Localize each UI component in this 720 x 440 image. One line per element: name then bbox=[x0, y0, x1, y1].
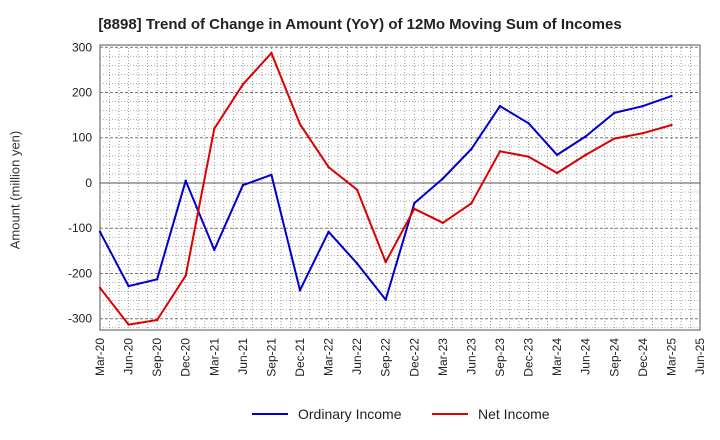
data-point-net-income bbox=[327, 165, 330, 169]
x-tick-label: Mar-23 bbox=[436, 338, 450, 376]
data-point-ordinary-income bbox=[470, 147, 473, 151]
data-point-net-income bbox=[127, 323, 130, 326]
data-point-net-income bbox=[584, 153, 587, 157]
y-tick-label: 100 bbox=[72, 131, 92, 145]
plot-frame bbox=[99, 44, 701, 331]
data-point-net-income bbox=[241, 83, 245, 86]
data-point-net-income bbox=[670, 123, 673, 127]
x-tick-label: Dec-22 bbox=[407, 338, 421, 377]
data-point-ordinary-income bbox=[670, 94, 673, 98]
data-point-net-income bbox=[155, 318, 159, 322]
data-point-ordinary-income bbox=[241, 184, 245, 187]
data-point-net-income bbox=[641, 132, 645, 135]
data-point-ordinary-income bbox=[155, 278, 159, 281]
x-tick-label: Mar-24 bbox=[550, 338, 564, 376]
x-tick-label: Jun-22 bbox=[350, 338, 364, 375]
legend-swatch-net-income bbox=[432, 413, 468, 415]
y-tick-label: -200 bbox=[68, 266, 92, 280]
y-tick-label: 300 bbox=[72, 40, 92, 54]
x-tick-label: Dec-20 bbox=[179, 338, 193, 377]
data-point-net-income bbox=[613, 137, 616, 140]
x-tick-label: Jun-24 bbox=[579, 338, 593, 375]
x-tick-label: Dec-23 bbox=[522, 338, 536, 377]
x-tick-label: Jun-20 bbox=[122, 338, 136, 375]
x-tick-label: Jun-25 bbox=[693, 338, 707, 375]
data-point-ordinary-income bbox=[641, 104, 645, 108]
data-point-net-income bbox=[270, 51, 273, 55]
y-tick-label: -300 bbox=[68, 312, 92, 326]
data-point-ordinary-income bbox=[327, 230, 330, 234]
data-point-net-income bbox=[555, 171, 559, 175]
x-tick-label: Sep-22 bbox=[379, 338, 393, 377]
data-point-net-income bbox=[98, 286, 102, 290]
data-point-net-income bbox=[413, 207, 416, 210]
legend-label-ordinary-income: Ordinary Income bbox=[298, 406, 402, 422]
data-point-net-income bbox=[355, 188, 359, 191]
data-point-net-income bbox=[384, 260, 387, 264]
data-point-net-income bbox=[213, 127, 216, 130]
x-tick-label: Dec-24 bbox=[636, 338, 650, 377]
y-tick-label: 0 bbox=[85, 176, 92, 190]
chart-title: [8898] Trend of Change in Amount (YoY) o… bbox=[98, 16, 622, 33]
data-point-net-income bbox=[470, 202, 473, 205]
x-tick-label: Sep-23 bbox=[493, 338, 507, 377]
legend-item-net-income: Net Income bbox=[432, 406, 550, 422]
data-point-ordinary-income bbox=[613, 111, 616, 115]
x-tick-label: Mar-21 bbox=[207, 338, 221, 376]
data-point-net-income bbox=[527, 155, 530, 158]
legend-item-ordinary-income: Ordinary Income bbox=[252, 406, 401, 422]
legend-label-net-income: Net Income bbox=[478, 406, 550, 422]
x-tick-label: Mar-20 bbox=[93, 338, 107, 376]
data-point-ordinary-income bbox=[184, 179, 187, 182]
data-point-ordinary-income bbox=[527, 122, 530, 125]
data-point-ordinary-income bbox=[270, 173, 273, 177]
data-point-ordinary-income bbox=[384, 298, 387, 301]
data-point-ordinary-income bbox=[127, 284, 130, 288]
x-tick-label: Jun-21 bbox=[236, 338, 250, 375]
data-point-ordinary-income bbox=[441, 177, 445, 180]
x-tick-label: Mar-22 bbox=[322, 338, 336, 376]
x-tick-label: Jun-23 bbox=[464, 338, 478, 375]
x-tick-label: Sep-20 bbox=[150, 338, 164, 377]
data-point-ordinary-income bbox=[498, 104, 502, 108]
x-tick-label: Mar-25 bbox=[664, 338, 678, 376]
legend-swatch-ordinary-income bbox=[252, 413, 288, 415]
x-tick-label: Dec-21 bbox=[293, 338, 307, 377]
data-point-net-income bbox=[441, 221, 445, 224]
data-point-ordinary-income bbox=[413, 202, 416, 205]
data-point-ordinary-income bbox=[355, 262, 359, 265]
data-point-net-income bbox=[184, 274, 187, 277]
y-tick-label: -100 bbox=[68, 221, 92, 235]
data-point-ordinary-income bbox=[584, 135, 587, 138]
data-point-ordinary-income bbox=[555, 153, 559, 157]
x-tick-label: Sep-24 bbox=[607, 338, 621, 377]
data-point-ordinary-income bbox=[98, 230, 102, 234]
data-point-net-income bbox=[298, 122, 302, 126]
data-point-ordinary-income bbox=[298, 288, 302, 292]
data-point-ordinary-income bbox=[213, 248, 216, 252]
y-tick-label: 200 bbox=[72, 86, 92, 100]
x-tick-label: Sep-21 bbox=[264, 338, 278, 377]
data-point-net-income bbox=[498, 150, 502, 153]
